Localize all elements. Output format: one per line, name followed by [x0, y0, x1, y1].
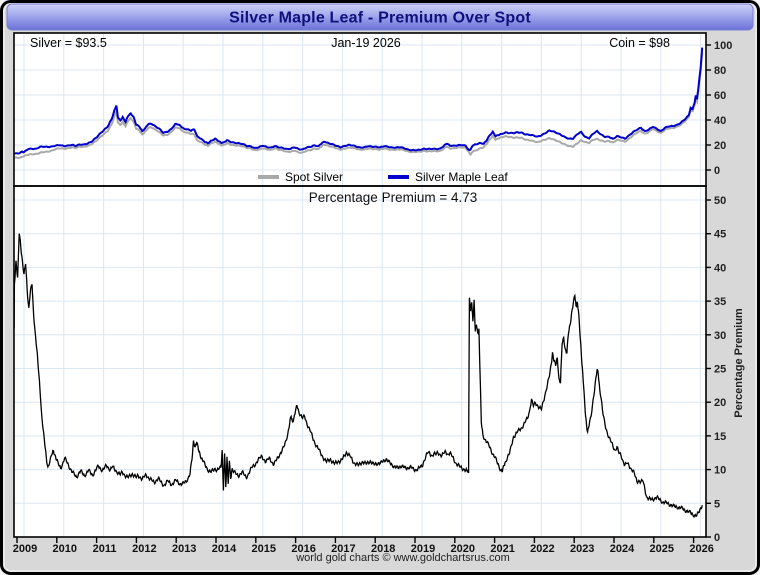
- premium-axis-tick-label: 25: [714, 364, 726, 376]
- silver-maple-leaf-line: [13, 47, 704, 155]
- year-tick-label: 2017: [331, 543, 355, 555]
- legend: Spot Silver Silver Maple Leaf: [258, 170, 508, 184]
- year-tick-label: 2018: [371, 543, 395, 555]
- price-axis-tick-label: 60: [714, 90, 726, 102]
- premium-panel-border: [13, 185, 707, 538]
- premium-axis-tick-label: 0: [714, 532, 720, 544]
- year-tick-label: 2026: [689, 543, 713, 555]
- premium-axis-tick-label: 15: [714, 431, 726, 443]
- title-bar: [6, 3, 754, 31]
- spot-silver-legend-label: Spot Silver: [285, 170, 343, 184]
- premium-axis-label: Percentage Premium: [733, 308, 745, 418]
- gridlines: [15, 34, 705, 536]
- year-tick-label: 2010: [53, 543, 77, 555]
- price-axis-tick-label: 100: [714, 40, 732, 52]
- year-tick-label: 2012: [132, 543, 156, 555]
- year-tick-label: 2022: [530, 543, 554, 555]
- page-title: Silver Maple Leaf - Premium Over Spot: [229, 10, 531, 27]
- coin-price-annotation: Coin = $98: [609, 36, 670, 50]
- spot-silver-line: [13, 53, 704, 160]
- price-axis-tick-label: 80: [714, 65, 726, 77]
- year-tick-label: 2020: [451, 543, 475, 555]
- year-tick-label: 2025: [650, 543, 674, 555]
- premium-axis-tick-label: 40: [714, 262, 726, 274]
- year-tick-label: 2013: [172, 543, 196, 555]
- silver-price-annotation: Silver = $93.5: [30, 36, 107, 50]
- date-annotation: Jan-19 2026: [331, 36, 401, 50]
- plot-background: [14, 33, 706, 537]
- premium-axis-tick-label: 5: [714, 498, 720, 510]
- premium-panel-title: Percentage Premium = 4.73: [309, 190, 477, 205]
- credit-text: world gold charts © www.goldchartsrus.co…: [295, 552, 510, 564]
- price-axis-tick-label: 20: [714, 140, 726, 152]
- maple-leaf-legend-label: Silver Maple Leaf: [415, 170, 508, 184]
- premium-axis-tick-label: 10: [714, 465, 726, 477]
- premium-axis-tick-label: 20: [714, 397, 726, 409]
- year-tick-label: 2015: [252, 543, 276, 555]
- year-tick-label: 2021: [490, 543, 514, 555]
- year-tick-label: 2023: [570, 543, 594, 555]
- data-series: [13, 47, 704, 518]
- year-tick-label: 2009: [13, 543, 37, 555]
- price-axis-tick-label: 40: [714, 115, 726, 127]
- year-tick-label: 2024: [610, 543, 635, 555]
- year-tick-label: 2016: [291, 543, 315, 555]
- premium-axis-tick-label: 30: [714, 330, 726, 342]
- premium-axis-tick-label: 50: [714, 195, 726, 207]
- year-tick-label: 2014: [212, 543, 237, 555]
- year-tick-label: 2019: [411, 543, 435, 555]
- year-tick-label: 2011: [93, 543, 117, 555]
- price-axis-tick-label: 0: [714, 165, 720, 177]
- premium-axis-tick-label: 45: [714, 229, 726, 241]
- premium-axis-tick-label: 35: [714, 296, 726, 308]
- percentage-premium-line: [13, 233, 703, 518]
